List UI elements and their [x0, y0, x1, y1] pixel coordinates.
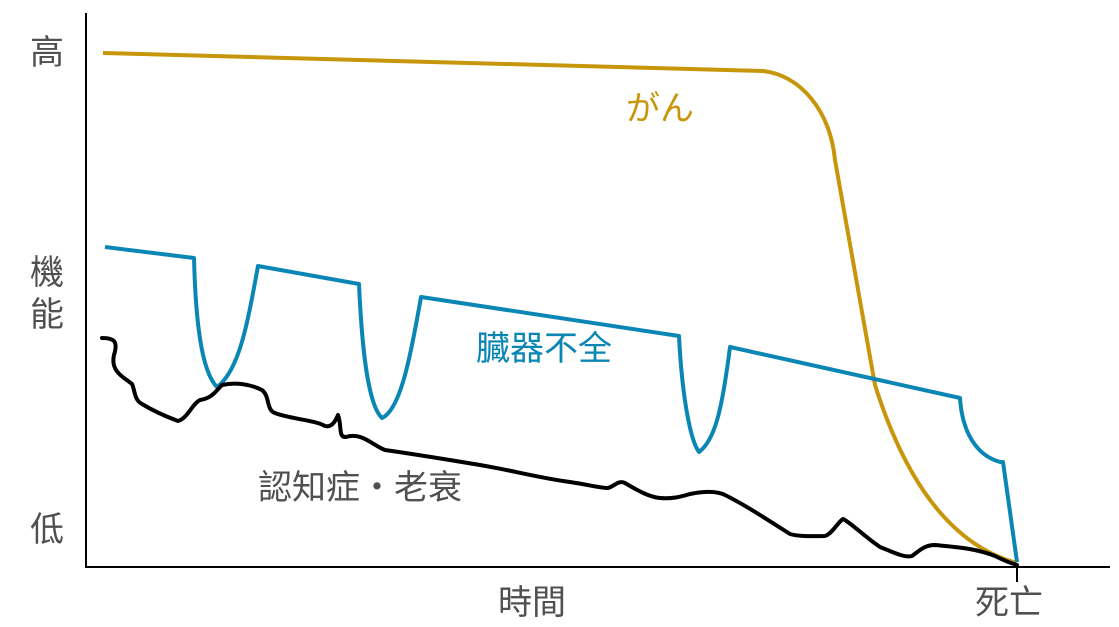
cancer-line: [102, 51, 1018, 565]
y-axis-high-label: 高: [30, 33, 64, 73]
y-axis-title: 機能: [30, 253, 64, 335]
dementia-line: [100, 336, 1019, 567]
x-axis-title: 時間: [498, 583, 566, 623]
x-axis-death-label: 死亡: [975, 583, 1043, 623]
cancer-label: がん: [626, 89, 694, 129]
y-axis-low-label: 低: [30, 510, 64, 550]
dementia-label: 認知症・老衰: [258, 468, 462, 508]
organ-failure-label: 臓器不全: [476, 329, 612, 369]
